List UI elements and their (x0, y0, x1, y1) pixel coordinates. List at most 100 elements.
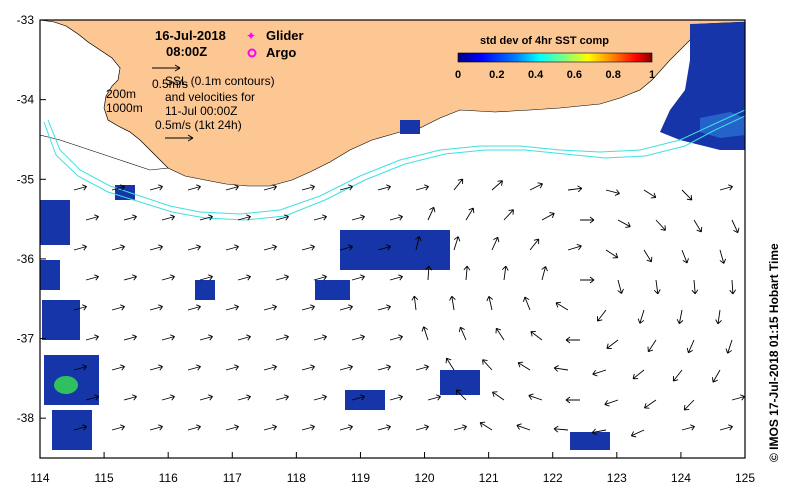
velocity-arrow (339, 244, 353, 251)
velocity-arrow (225, 244, 239, 251)
x-tick-label: 120 (415, 471, 435, 485)
velocity-arrow (187, 304, 201, 311)
velocity-arrow (351, 214, 365, 221)
velocity-arrow (479, 421, 493, 431)
x-tick-label: 123 (607, 471, 627, 485)
velocity-arrow (445, 357, 455, 371)
y-tick-label: -38 (17, 411, 35, 425)
y-tick-label: -37 (17, 332, 35, 346)
velocity-arrow (632, 369, 645, 380)
ssl-line-2: and velocities for (165, 90, 255, 104)
velocity-arrow (389, 334, 403, 341)
velocity-arrow (237, 274, 251, 281)
velocity-arrow (301, 364, 315, 371)
colorbar-tick-label: 1 (649, 69, 655, 81)
x-tick-label: 121 (479, 471, 499, 485)
velocity-arrow (453, 178, 464, 191)
shelf-contours (43, 109, 746, 221)
velocity-arrow (73, 184, 87, 191)
velocity-arrow (630, 429, 645, 438)
scale-arrow-bottom-head (187, 134, 194, 142)
velocity-arrow (567, 185, 583, 193)
velocity-arrow (523, 296, 531, 311)
velocity-arrow (389, 214, 403, 221)
y-tick-label: -34 (17, 93, 35, 107)
velocity-arrow (313, 394, 327, 401)
velocity-arrow (263, 424, 277, 431)
velocity-arrow (647, 339, 657, 353)
velocity-arrow (605, 189, 620, 196)
velocity-arrow (516, 423, 531, 431)
depth-1000-label: 1000m (106, 101, 143, 115)
velocity-arrow (529, 238, 540, 251)
velocity-arrow (187, 184, 201, 191)
footer-timestamp: © IMOS 17-Jul-2018 01:15 Hobart Time (767, 243, 781, 462)
argo-label: Argo (266, 45, 296, 60)
velocity-arrow (672, 369, 683, 382)
velocity-arrow (149, 424, 163, 431)
ssl-line-3: 11-Jul 00:00Z (165, 104, 238, 118)
velocity-arrow (503, 209, 514, 221)
velocity-arrow (161, 274, 175, 281)
velocity-arrow (351, 334, 365, 341)
velocity-arrow (530, 331, 543, 341)
velocity-arrow (301, 304, 315, 311)
velocity-arrow (427, 206, 436, 221)
velocity-arrow (719, 424, 733, 431)
velocity-arrow (425, 265, 433, 281)
velocity-arrow (313, 334, 327, 341)
velocity-arrow (149, 304, 163, 311)
velocity-arrow (415, 236, 422, 251)
colorbar-ticks: 0 0.2 0.4 0.6 0.8 1 (455, 69, 655, 81)
velocity-arrow (73, 304, 87, 311)
velocity-arrow (453, 236, 461, 251)
velocity-arrow (592, 369, 607, 377)
colorbar-tick-label: 0 (455, 69, 461, 81)
velocity-arrow (725, 339, 733, 354)
velocity-arrow (421, 326, 429, 341)
velocity-arrow (565, 336, 580, 344)
velocity-arrow (729, 279, 737, 295)
velocity-arrow (604, 399, 619, 407)
x-tick-label: 118 (287, 471, 306, 485)
velocity-arrow (643, 249, 653, 263)
velocity-arrow (377, 364, 391, 371)
ssl-line-1: SSL (0.1m contours) (165, 74, 275, 88)
argo-icon (247, 48, 257, 58)
velocity-arrow (449, 295, 456, 311)
velocity-arrow (491, 236, 500, 251)
velocity-arrow (161, 394, 175, 401)
velocity-arrow (389, 394, 403, 401)
velocity-arrow (541, 266, 548, 281)
colorbar (457, 52, 653, 63)
velocity-arrow (123, 334, 137, 341)
velocity-arrow (225, 304, 239, 311)
plot-frame (39, 19, 746, 459)
velocity-arrow (339, 364, 353, 371)
velocity-arrow (149, 364, 163, 371)
velocity-arrows (73, 178, 745, 438)
velocity-arrow (339, 424, 353, 431)
velocity-arrow (111, 304, 125, 311)
velocity-arrow (465, 207, 475, 221)
velocity-arrow (237, 334, 251, 341)
velocity-arrow (111, 244, 125, 251)
velocity-arrow (719, 249, 727, 264)
velocity-arrow (676, 309, 684, 325)
sst-patches (40, 120, 610, 450)
velocity-arrow (225, 364, 239, 371)
velocity-arrow (111, 424, 125, 431)
velocity-arrow (111, 184, 125, 191)
velocity-arrow (495, 327, 505, 341)
velocity-arrow (617, 219, 631, 228)
velocity-arrow (275, 274, 289, 281)
velocity-arrow (482, 359, 493, 371)
date-label: 16-Jul-2018 (155, 28, 226, 43)
y-tick-label: -33 (17, 13, 35, 27)
velocity-arrow (458, 326, 467, 341)
velocity-arrow (389, 274, 403, 281)
velocity-arrow (686, 339, 695, 354)
velocity-arrow (591, 428, 607, 436)
velocity-arrow (453, 424, 467, 431)
velocity-arrow (377, 304, 391, 311)
